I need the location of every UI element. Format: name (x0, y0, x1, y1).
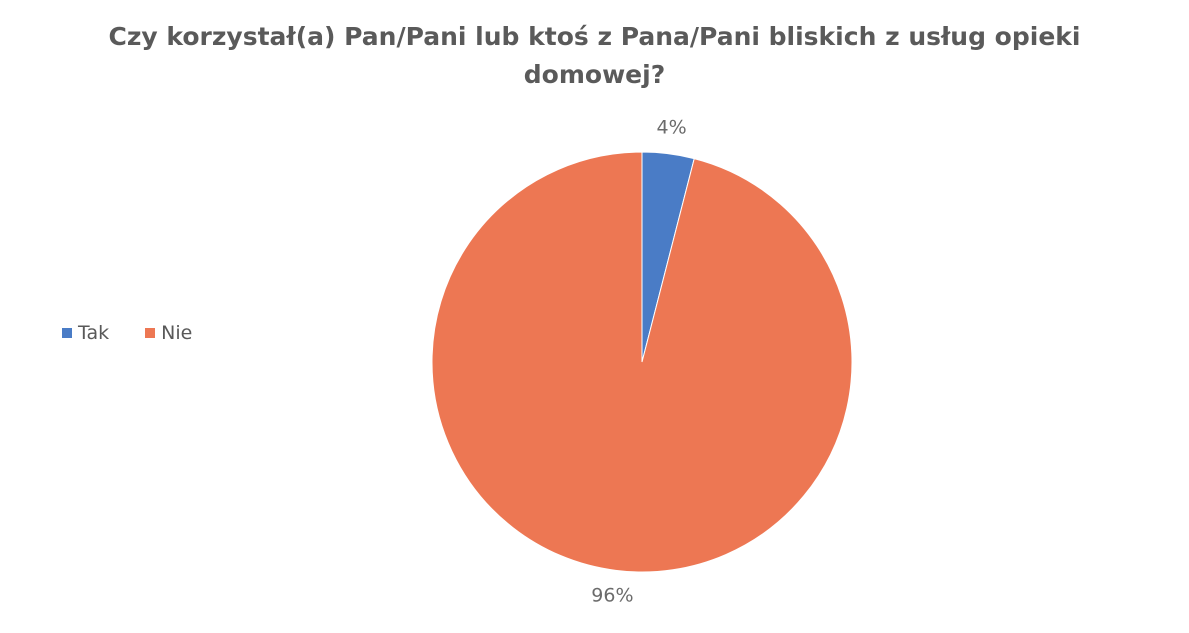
data-label-tak: 4% (657, 116, 687, 138)
legend-label-nie: Nie (161, 322, 193, 344)
pie-slices (431, 151, 853, 573)
legend-swatch-nie (145, 328, 156, 338)
chart-title: Czy korzystał(a) Pan/Pani lub ktoś z Pan… (0, 18, 1189, 94)
legend-swatch-tak (62, 328, 72, 338)
pie-slice-nie (431, 151, 853, 573)
legend-label-tak: Tak (78, 322, 110, 344)
legend-item-tak: Tak (62, 322, 109, 344)
data-label-nie: 96% (591, 585, 633, 607)
pie-data-labels: 4% 96% (591, 116, 686, 606)
chart-title-line-1: Czy korzystał(a) Pan/Pani lub ktoś z Pan… (108, 22, 1081, 51)
chart-legend: Tak Nie (62, 322, 228, 344)
legend-item-nie: Nie (145, 322, 192, 344)
chart-title-line-2: domowej? (523, 60, 666, 89)
